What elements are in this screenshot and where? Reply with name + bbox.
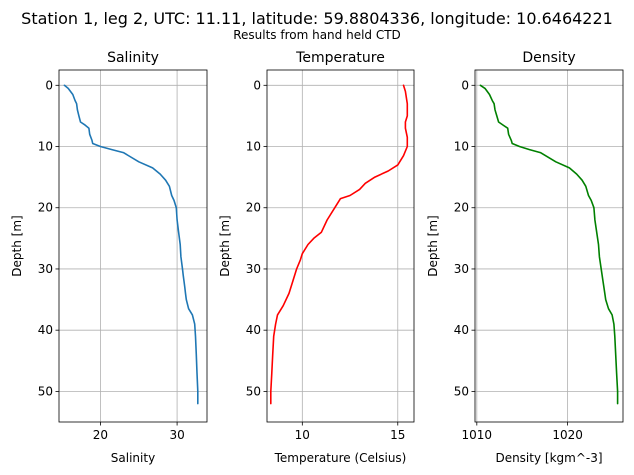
y-tick-label: 0 <box>45 78 53 92</box>
y-axis-label: Depth [m] <box>218 215 232 276</box>
y-tick-label: 20 <box>246 201 261 215</box>
chart-panel-2: 10 15 0 10 20 30 40 50 Temperature Temperature (C… <box>218 50 415 465</box>
axes-frame <box>266 69 415 423</box>
x-axis-label: Density [kgm^-3] <box>495 451 602 465</box>
series-line <box>63 84 199 405</box>
y-tick-label: 0 <box>461 78 469 92</box>
y-tick-label: 40 <box>38 323 53 337</box>
y-tick-label: 50 <box>454 384 469 398</box>
y-tick-label: 30 <box>38 262 53 276</box>
y-tick-label: 10 <box>38 140 53 154</box>
panel-title: Density <box>522 50 575 66</box>
panel-title: Temperature <box>295 50 385 66</box>
series-line <box>269 84 409 405</box>
figure-title: Station 1, leg 2, UTC: 11.11, latitude: … <box>21 9 613 28</box>
x-tick-label: 1020 <box>552 428 583 442</box>
figure-subtitle: Results from hand held CTD <box>233 28 401 42</box>
y-axis-label: Depth [m] <box>10 215 24 276</box>
y-tick-label: 0 <box>253 78 261 92</box>
y-tick-label: 30 <box>454 262 469 276</box>
axes-frame <box>58 69 208 423</box>
x-axis-label: Salinity <box>111 451 155 465</box>
y-tick-label: 20 <box>38 201 53 215</box>
axes-frame <box>474 69 624 423</box>
series-line <box>479 84 619 405</box>
x-tick-label: 30 <box>169 428 184 442</box>
x-tick-label: 15 <box>390 428 405 442</box>
y-tick-label: 50 <box>38 384 53 398</box>
chart-panel-1: 20 30 0 10 20 30 40 50 Salinity Salinity Depth [m] <box>10 50 208 465</box>
y-tick-label: 50 <box>246 384 261 398</box>
y-tick-label: 10 <box>454 140 469 154</box>
x-tick-label: 20 <box>93 428 108 442</box>
y-tick-label: 40 <box>454 323 469 337</box>
x-axis-label: Temperature (Celsius) <box>274 451 407 465</box>
x-tick-label: 1010 <box>462 428 493 442</box>
y-tick-label: 30 <box>246 262 261 276</box>
y-tick-label: 40 <box>246 323 261 337</box>
y-tick-label: 10 <box>246 140 261 154</box>
y-axis-label: Depth [m] <box>426 215 440 276</box>
y-tick-label: 20 <box>454 201 469 215</box>
panel-title: Salinity <box>107 50 159 66</box>
x-tick-label: 10 <box>295 428 310 442</box>
